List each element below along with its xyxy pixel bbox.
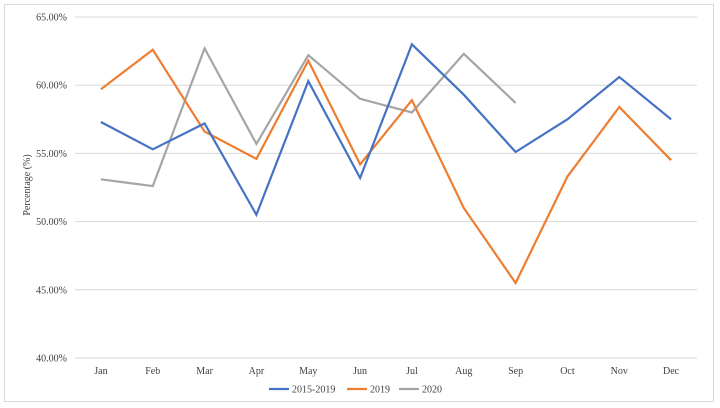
series-line-2019: [100, 48, 672, 286]
y-tick-label: 55.00%: [36, 149, 67, 160]
y-axis-ticks: 40.00% 45.00% 50.00% 55.00% 60.00% 65.00%: [36, 13, 67, 365]
legend-label: 2020: [422, 385, 442, 396]
gridlines: [75, 16, 697, 359]
y-tick-label: 50.00%: [36, 217, 67, 228]
series-line-2015-2019: [100, 42, 672, 218]
x-tick-label: Apr: [249, 366, 265, 377]
x-axis-ticks: Jan Feb Mar Apr May Jun Jul Aug Sep Oct Nov Dec: [94, 366, 679, 377]
x-tick-label: Aug: [455, 366, 472, 377]
y-tick-label: 45.00%: [36, 285, 67, 296]
x-tick-label: Oct: [560, 366, 575, 377]
x-tick-label: Feb: [145, 366, 160, 377]
x-tick-label: Nov: [611, 366, 628, 377]
x-tick-label: Jun: [353, 366, 367, 377]
x-tick-label: Dec: [663, 366, 680, 377]
y-tick-label: 60.00%: [36, 81, 67, 92]
series-lines: [100, 42, 672, 286]
legend: 2015-2019 2019 2020: [269, 385, 442, 396]
legend-label: 2015-2019: [292, 385, 335, 396]
x-tick-label: Sep: [508, 366, 523, 377]
series-line-2020: [100, 45, 517, 188]
x-tick-label: May: [299, 366, 317, 377]
legend-label: 2019: [370, 385, 390, 396]
y-tick-label: 65.00%: [36, 13, 67, 24]
x-tick-label: Mar: [196, 366, 213, 377]
y-axis-label: Percentage (%): [22, 154, 33, 215]
x-tick-label: Jul: [406, 366, 418, 377]
chart-frame: [4, 4, 714, 402]
y-tick-label: 40.00%: [36, 354, 67, 365]
x-tick-label: Jan: [94, 366, 107, 377]
